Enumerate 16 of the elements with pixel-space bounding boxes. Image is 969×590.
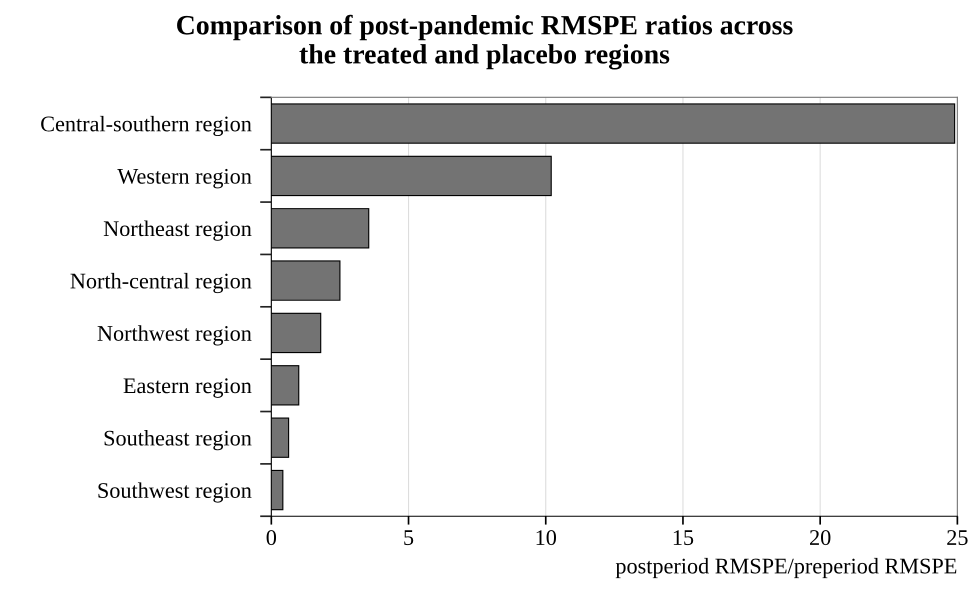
chart-title: Comparison of post-pandemic RMSPE ratios across the treated and placebo regions <box>177 14 793 70</box>
x-tick-label: 5 <box>404 530 414 546</box>
x-tick-label: 20 <box>810 530 830 546</box>
y-tick-label: Southeast region <box>104 430 252 450</box>
y-tick-label: Central-southern region <box>41 116 252 136</box>
x-axis-title: postperiod RMSPE/preperiod RMSPE <box>616 558 956 578</box>
x-tick-label: 25 <box>947 530 968 546</box>
y-tick-label: Northeast region <box>104 220 252 241</box>
y-tick-label: Western region <box>117 168 252 188</box>
y-tick-label: Southwest region <box>98 482 252 503</box>
x-tick-label: 15 <box>674 530 694 546</box>
y-tick-label: Eastern region <box>124 378 252 398</box>
y-tick-label: North-central region <box>70 272 252 294</box>
x-tick-label: 10 <box>536 530 556 546</box>
x-tick-label: 0 <box>266 530 276 546</box>
y-tick-label: Northwest region <box>98 325 252 346</box>
